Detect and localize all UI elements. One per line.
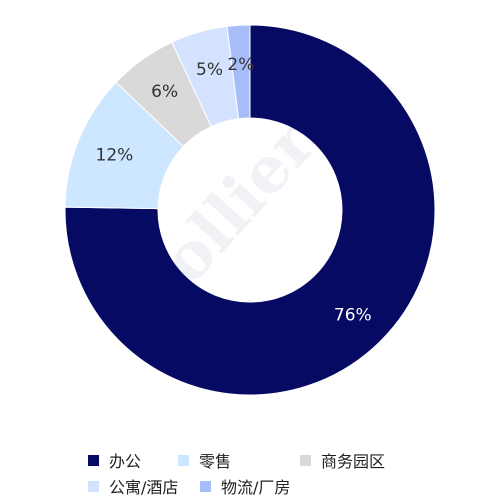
legend-item-business-park: 商务园区: [300, 448, 385, 472]
legend-label: 办公: [109, 452, 142, 471]
data-label-retail: 12%: [96, 145, 134, 165]
legend-swatch: [88, 454, 99, 466]
legend-label: 零售: [199, 452, 232, 471]
donut-chart: Colliers 76%12%6%5% 2%: [64, 24, 436, 396]
slice-labels: 76% 12% 6% 5% 2%: [96, 55, 372, 326]
legend-label: 商务园区: [321, 452, 386, 471]
donut-slice-logistics: [226, 24, 251, 120]
legend-item-logistics: 物流/厂房: [200, 474, 290, 498]
donut-slice-office: [64, 24, 436, 396]
data-label-apartment-hotel: 5%: [196, 60, 223, 80]
legend-swatch: [88, 480, 99, 492]
data-label-office: 76%: [334, 305, 372, 325]
data-label-business-park: 6%: [151, 82, 178, 102]
legend-label: 公寓/酒店: [109, 478, 179, 497]
legend-item-retail: 零售: [178, 448, 300, 472]
legend-swatch: [178, 454, 189, 466]
legend-swatch: [200, 480, 211, 492]
legend-row: 办公 零售 商务园区: [88, 447, 468, 473]
legend-label: 物流/厂房: [221, 478, 291, 497]
legend: 办公 零售 商务园区 公寓/酒店 物流/厂房: [88, 447, 468, 499]
legend-item-apartment-hotel: 公寓/酒店: [88, 474, 200, 498]
donut-slices: [64, 24, 436, 396]
legend-swatch: [300, 454, 311, 466]
legend-row: 公寓/酒店 物流/厂房: [88, 473, 468, 499]
data-label-logistics: 2%: [227, 55, 254, 75]
legend-item-office: 办公: [88, 448, 178, 472]
